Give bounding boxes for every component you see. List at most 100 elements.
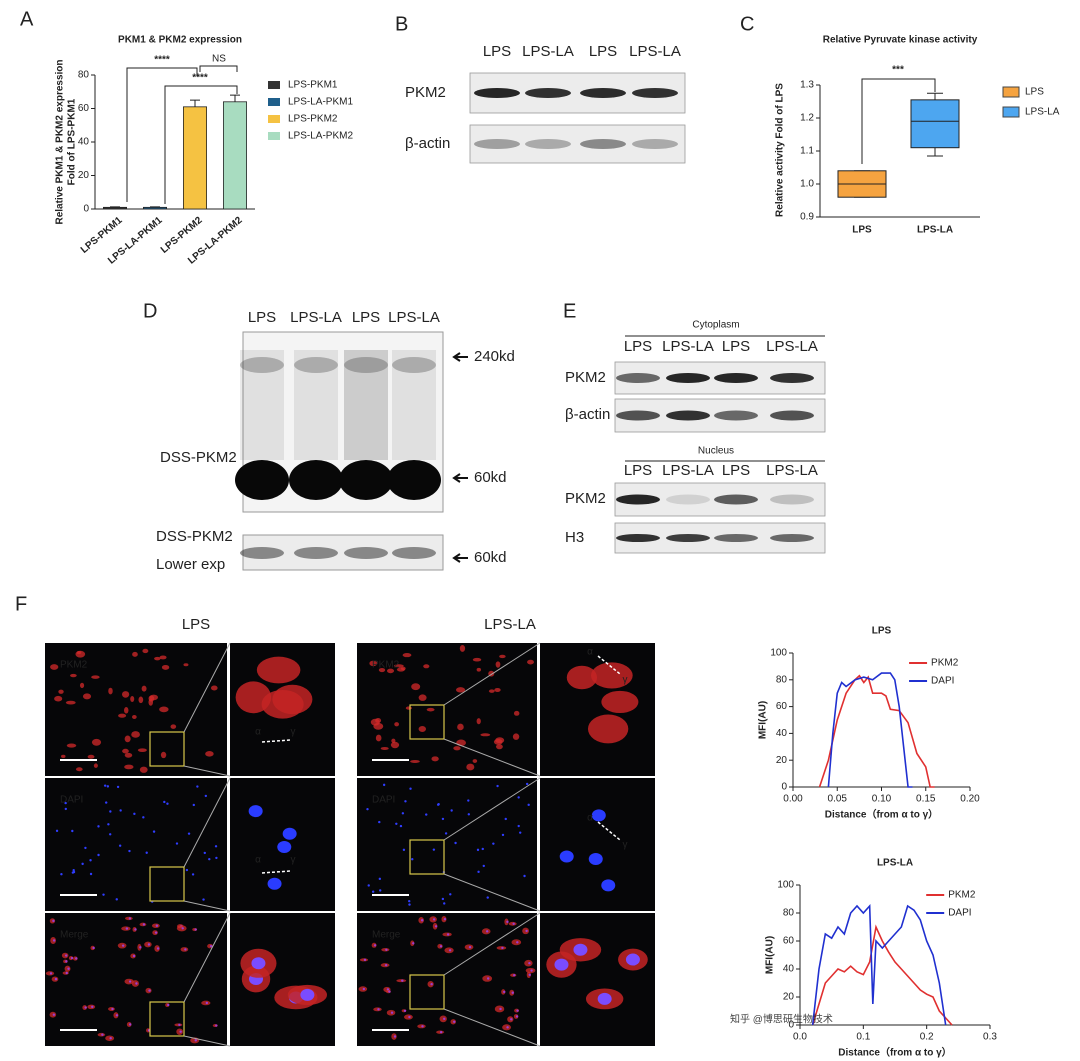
zoom-box	[409, 839, 445, 875]
nucleus	[448, 949, 452, 952]
legend-swatch	[268, 98, 280, 106]
nucleus	[588, 853, 603, 866]
bar	[182, 106, 207, 210]
nucleus	[109, 810, 112, 813]
y-tick-label: 0	[83, 204, 89, 215]
micrograph	[45, 913, 227, 1046]
nucleus	[501, 946, 504, 950]
x-tick-label: 0.10	[872, 794, 892, 805]
y-tick-label: 20	[783, 992, 795, 1003]
error-bar	[190, 99, 200, 107]
cell	[132, 714, 137, 719]
marker-arrow	[452, 352, 468, 362]
cell	[50, 664, 59, 670]
column-title: LPS-LA	[484, 616, 536, 633]
nucleus	[54, 977, 58, 981]
blot-band	[294, 547, 338, 559]
box	[910, 99, 960, 149]
cell	[400, 666, 406, 671]
bar	[103, 206, 128, 210]
nucleus	[104, 801, 108, 804]
cell	[466, 763, 475, 771]
x-tick-label: 0.15	[916, 794, 936, 805]
nucleus	[71, 829, 74, 833]
nucleus	[363, 958, 367, 962]
nucleus	[64, 954, 68, 957]
y-axis-label: MFI(AU)	[765, 936, 776, 974]
chart-title: LPS	[872, 626, 892, 637]
blot-band	[666, 410, 710, 421]
nucleus	[277, 841, 292, 854]
line-series	[811, 924, 953, 1026]
nucleus	[366, 807, 369, 811]
nucleus	[156, 947, 160, 950]
nucleus	[559, 850, 574, 863]
nucleus	[84, 1006, 87, 1009]
nucleus	[385, 948, 388, 951]
nucleus	[119, 809, 122, 812]
zoom-guide	[443, 642, 541, 706]
nucleus	[92, 946, 95, 950]
cell	[138, 696, 144, 704]
lane-label: LPS-LA	[662, 462, 714, 479]
nucleus	[300, 988, 315, 1001]
cell	[137, 748, 147, 752]
point-label: γ	[291, 855, 296, 866]
blot-band	[616, 373, 660, 383]
row-label: H3	[565, 529, 584, 546]
nucleus	[476, 848, 480, 852]
nucleus	[443, 902, 446, 905]
zoom-box	[149, 1001, 185, 1037]
nucleus	[388, 990, 391, 993]
nucleus	[107, 823, 110, 826]
blot-band	[344, 547, 388, 559]
cell	[70, 673, 77, 678]
cell	[210, 685, 218, 691]
blot-band	[580, 88, 626, 98]
zoom-guide	[443, 912, 541, 976]
nucleus	[453, 1020, 456, 1023]
nucleus	[203, 851, 206, 855]
error-bar	[230, 94, 240, 102]
panel-letter: D	[143, 300, 157, 322]
nucleus	[125, 927, 129, 930]
cell	[122, 748, 129, 754]
y-axis-label: Relative PKM1 & PKM2 expression	[55, 59, 66, 224]
nucleus	[108, 833, 112, 836]
cell	[423, 664, 430, 669]
nucleus	[399, 824, 403, 828]
nucleus	[525, 929, 528, 933]
cell	[148, 698, 154, 706]
nucleus	[467, 813, 471, 816]
nucleus	[128, 1023, 132, 1026]
cell	[183, 663, 189, 667]
cell	[124, 764, 134, 770]
nucleus	[513, 974, 516, 977]
nucleus	[449, 893, 452, 896]
cell	[459, 645, 466, 652]
row-label: DSS-PKM2	[160, 449, 237, 466]
nucleus	[436, 803, 440, 806]
row-label: Lower exp	[156, 556, 225, 573]
blot-band	[714, 373, 758, 383]
nucleus	[52, 939, 56, 942]
cell	[131, 731, 140, 738]
nucleus	[191, 873, 195, 876]
nucleus	[403, 1009, 407, 1013]
nucleus	[154, 931, 158, 934]
chart-title: PKM1 & PKM2 expression	[118, 35, 242, 46]
cell	[601, 690, 639, 714]
nucleus	[194, 928, 197, 931]
nucleus	[390, 1011, 394, 1014]
nucleus	[512, 922, 515, 925]
cell	[121, 691, 130, 698]
cell	[418, 725, 427, 732]
nucleus	[504, 817, 507, 821]
x-tick-label: 0.0	[793, 1032, 807, 1043]
blot-membrane	[469, 124, 686, 164]
cell	[472, 759, 478, 763]
zoom-guide	[183, 777, 231, 868]
nucleus	[52, 1013, 56, 1016]
nucleus	[432, 918, 436, 921]
row-label: PKM2	[405, 84, 446, 101]
